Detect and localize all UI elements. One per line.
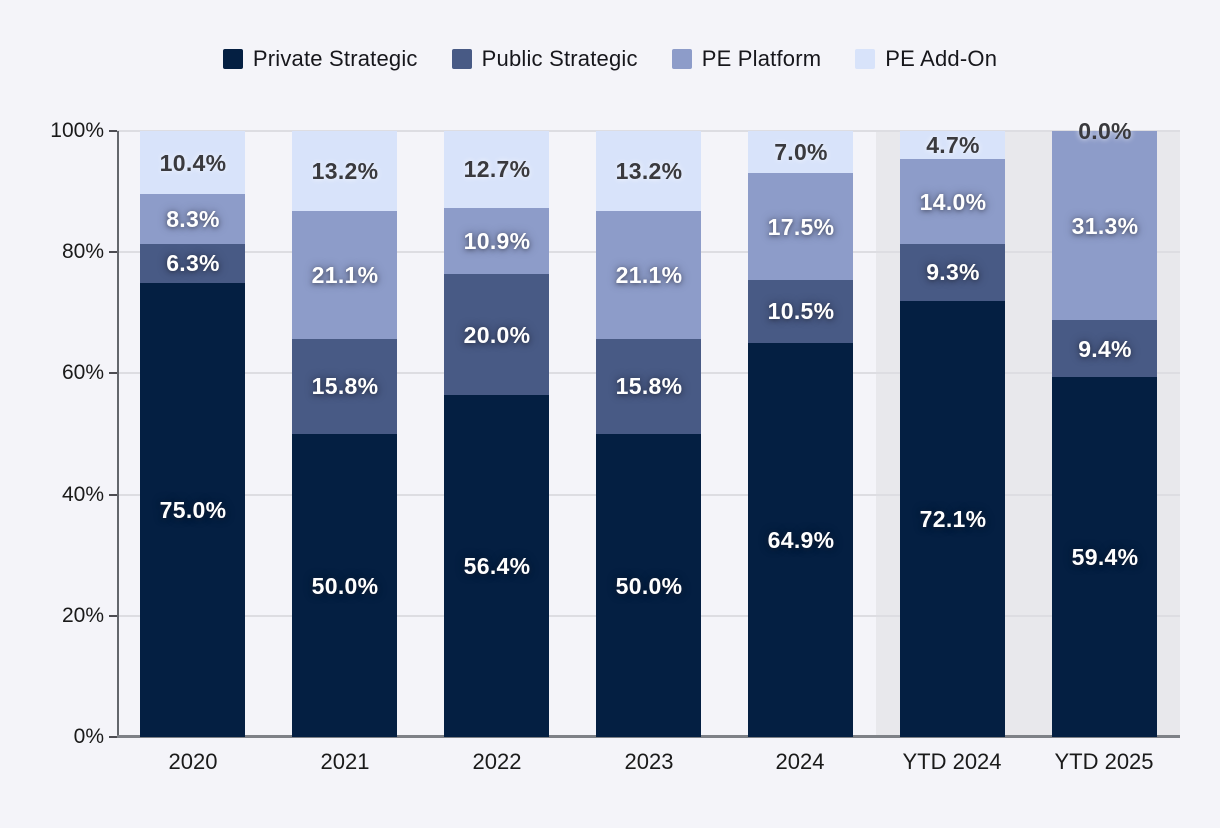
x-axis-category-label: YTD 2025: [1054, 749, 1154, 774]
bar-segment: [748, 280, 853, 343]
legend-label: Public Strategic: [481, 46, 638, 71]
y-axis-tick: [109, 372, 117, 374]
legend-item-pe-platform[interactable]: PE Platform: [671, 46, 822, 72]
bar-segment: [900, 159, 1005, 244]
y-axis-tick: [109, 130, 117, 132]
bar-segment: [444, 395, 549, 737]
bar-segment: [748, 131, 853, 173]
x-axis-category-label: YTD 2024: [902, 749, 1002, 774]
legend-label: Private Strategic: [252, 46, 418, 71]
y-axis-tick: [109, 615, 117, 617]
bar-segment: [596, 211, 701, 339]
x-axis-category-label: 2022: [472, 749, 522, 774]
bar-segment: [1052, 320, 1157, 377]
bar-segment: [1052, 377, 1157, 737]
bar-segment: [596, 434, 701, 737]
legend-label: PE Add-On: [885, 46, 998, 71]
legend-item-public-strategic[interactable]: Public Strategic: [451, 46, 638, 72]
legend-item-private-strategic[interactable]: Private Strategic: [222, 46, 418, 72]
bar-segment: [140, 194, 245, 244]
x-axis-category-label: 2023: [624, 749, 674, 774]
x-axis-category-label: 2024: [775, 749, 825, 774]
bar-segment: [140, 283, 245, 737]
y-axis-label: 80%: [61, 240, 104, 263]
y-axis-tick: [109, 494, 117, 496]
bar-segment: [596, 131, 701, 211]
y-axis-label: 60%: [61, 361, 104, 384]
legend-swatch-icon: [671, 49, 692, 69]
legend-swatch-icon: [451, 49, 472, 69]
bar-segment: [748, 173, 853, 280]
bar-segment: [292, 434, 397, 737]
bar-segment: [292, 211, 397, 339]
bar-segment: [140, 244, 245, 283]
bar-segment: [444, 274, 549, 395]
bar-segment: [1052, 131, 1157, 320]
y-axis-tick: [109, 736, 117, 738]
y-axis-label: 100%: [50, 119, 104, 142]
bar-segment: [900, 244, 1005, 301]
bar-segment: [900, 301, 1005, 737]
bar-segment: [900, 131, 1005, 159]
bar-segment: [140, 131, 245, 194]
legend-label: PE Platform: [701, 46, 822, 71]
bar-segment: [444, 208, 549, 274]
chart-legend: Private Strategic Public Strategic PE Plat…: [0, 46, 1220, 72]
legend-item-pe-add-on[interactable]: PE Add-On: [855, 46, 997, 72]
y-axis-label: 0%: [73, 725, 104, 748]
bar-segment: [596, 339, 701, 434]
x-axis-category-label: 2020: [168, 749, 218, 774]
x-axis-category-label: 2021: [320, 749, 370, 774]
bar-segment: [748, 343, 853, 737]
legend-swatch-icon: [855, 49, 876, 69]
y-axis-line: [117, 131, 119, 737]
bar-segment: [292, 131, 397, 211]
bar-segment: [444, 131, 549, 208]
y-axis-label: 40%: [61, 483, 104, 506]
bar-segment: [292, 339, 397, 434]
y-axis-tick: [109, 251, 117, 253]
y-axis-label: 20%: [61, 604, 104, 627]
legend-swatch-icon: [222, 49, 243, 69]
